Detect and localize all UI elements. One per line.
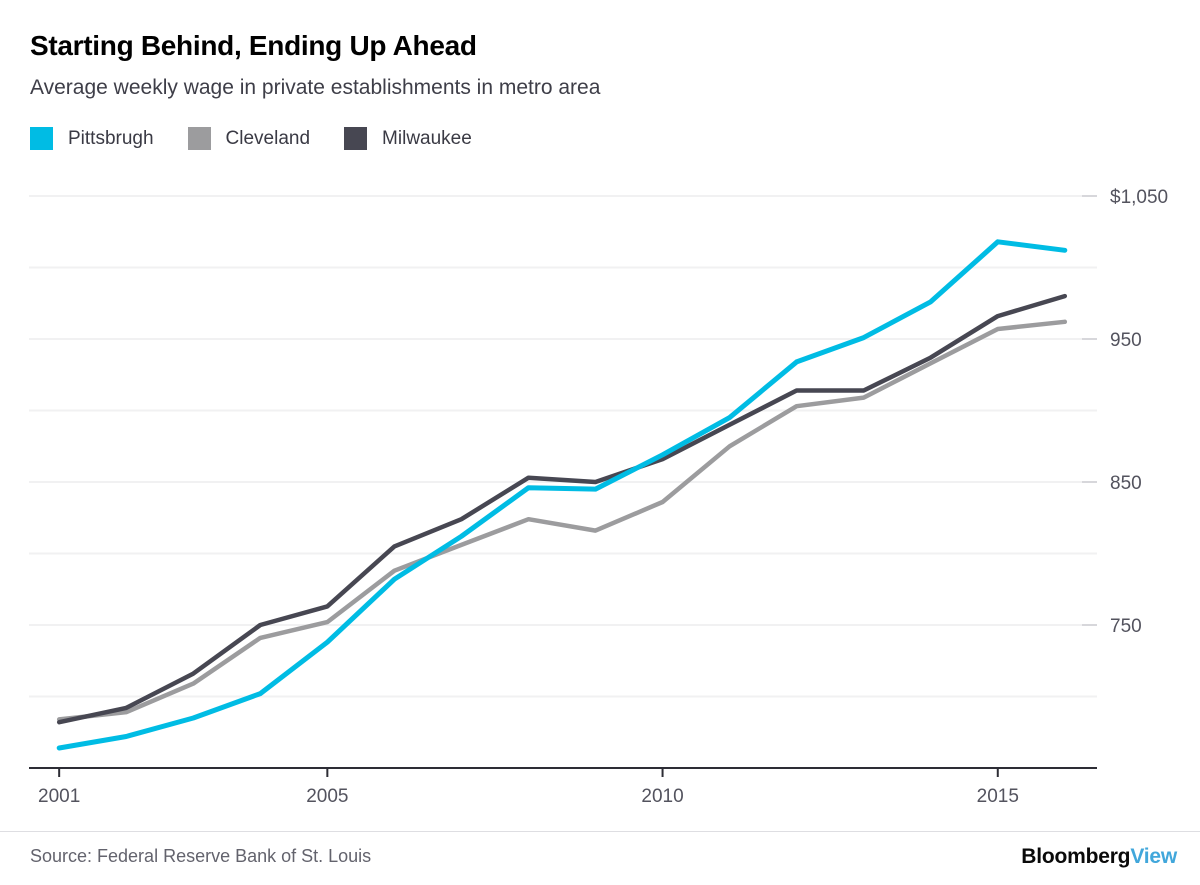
bloomberg-view-logo: BloombergView [1021,845,1177,869]
legend-swatch-cleveland [187,127,211,150]
chart-title: Starting Behind, Ending Up Ahead [30,30,477,61]
x-axis-label-2005: 2005 [306,786,348,807]
y-axis-label-1050: $1,050 [1110,187,1168,208]
footer-divider [0,831,1200,832]
y-axis-label-750: 750 [1110,616,1142,637]
line-cleveland [56,319,1068,722]
legend-swatch-pittsbrugh [30,127,53,150]
legend-item-cleveland: Cleveland [187,127,311,150]
line-milwaukee [56,293,1068,725]
legend-label: Milwaukee [382,127,472,149]
y-axis-label-950: 950 [1110,330,1142,351]
legend-label: Pittsbrugh [68,127,154,149]
chart-subtitle: Average weekly wage in private establish… [30,76,601,99]
logo-view-text: View [1130,845,1177,868]
y-axis-label-850: 850 [1110,473,1142,494]
x-axis-label-2015: 2015 [977,786,1019,807]
logo-bloomberg-text: Bloomberg [1021,845,1131,868]
source-note: Source: Federal Reserve Bank of St. Loui… [30,846,372,866]
legend-label: Cleveland [225,127,311,149]
legend-swatch-milwaukee [344,127,368,150]
x-axis-label-2001: 2001 [38,786,80,807]
line-pittsbrugh [56,239,1068,751]
legend-item-milwaukee: Milwaukee [344,127,472,150]
x-axis-label-2010: 2010 [641,786,683,807]
legend-item-pittsbrugh: Pittsbrugh [30,127,154,150]
chart-legend: Pittsbrugh Cleveland Milwaukee [30,127,472,150]
